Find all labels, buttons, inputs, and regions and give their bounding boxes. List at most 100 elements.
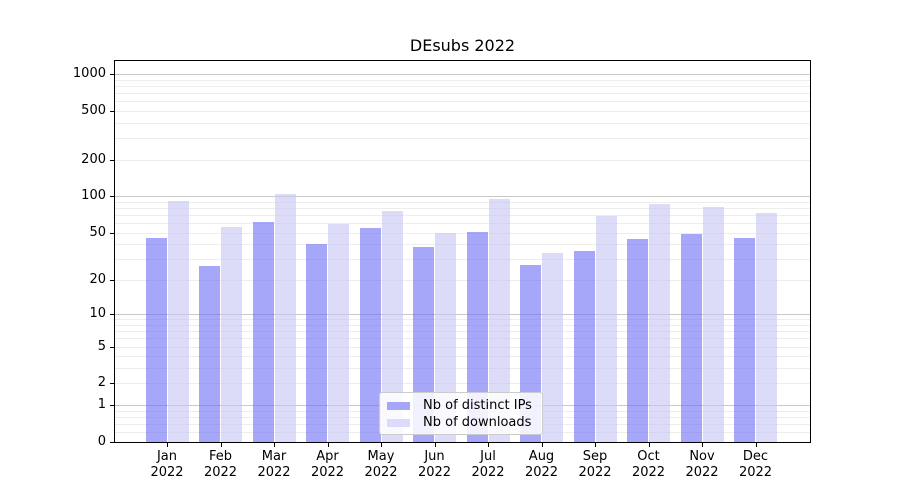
gridline-minor xyxy=(115,319,810,320)
y-tick xyxy=(110,442,114,443)
bar-downloads xyxy=(167,200,189,442)
gridline-minor xyxy=(115,215,810,216)
y-tick xyxy=(110,383,114,384)
x-tick-month: Jan xyxy=(156,449,178,464)
x-tick xyxy=(434,443,436,447)
gridline-major xyxy=(115,74,810,75)
gridline-major xyxy=(115,314,810,315)
bar-downloads xyxy=(756,213,777,442)
gridline-minor xyxy=(115,93,810,94)
gridline-minor xyxy=(115,80,810,81)
y-tick-label: 50 xyxy=(89,225,106,240)
x-tick-month: Sep xyxy=(582,449,608,464)
y-tick-label: 1000 xyxy=(72,66,106,81)
bar-downloads xyxy=(381,211,403,442)
x-tick-label: Jul 2022 xyxy=(456,449,520,481)
x-tick xyxy=(327,443,329,447)
y-tick xyxy=(110,160,114,161)
x-tick-month: Feb xyxy=(208,449,233,464)
x-tick-month: Mar xyxy=(261,449,287,464)
y-tick-label: 100 xyxy=(81,188,106,203)
x-tick-month: Jun xyxy=(424,449,445,464)
bar-distinct-ips xyxy=(306,244,327,442)
x-tick-label: Mar 2022 xyxy=(242,449,306,481)
y-tick xyxy=(110,196,114,197)
bar-distinct-ips xyxy=(466,231,488,442)
x-tick xyxy=(274,443,275,447)
bar-downloads xyxy=(221,226,242,442)
bar-distinct-ips xyxy=(199,266,220,442)
x-tick-year: 2022 xyxy=(471,465,505,480)
gridline-minor xyxy=(115,356,810,357)
legend-swatch-downloads xyxy=(387,418,410,427)
bar-downloads xyxy=(488,198,510,442)
x-tick-year: 2022 xyxy=(631,465,666,480)
bar-downloads xyxy=(595,215,617,442)
legend-item-downloads: Nb of downloads xyxy=(387,414,536,431)
bar-downloads xyxy=(435,232,456,442)
x-tick-year: 2022 xyxy=(417,465,452,480)
x-tick-year: 2022 xyxy=(310,465,345,480)
x-tick-year: 2022 xyxy=(203,465,238,480)
x-tick-label: Jun 2022 xyxy=(403,449,467,481)
x-tick xyxy=(648,443,650,447)
gridline-minor xyxy=(115,325,810,326)
x-tick-year: 2022 xyxy=(685,465,719,480)
gridline-minor xyxy=(115,259,810,260)
y-tick xyxy=(110,280,114,281)
y-tick-label: 20 xyxy=(89,272,106,287)
gridline-minor xyxy=(115,244,810,245)
bar-distinct-ips xyxy=(734,238,755,442)
y-tick xyxy=(110,111,114,112)
x-tick-year: 2022 xyxy=(150,465,184,480)
y-tick-label: 2 xyxy=(97,375,106,390)
y-tick xyxy=(110,314,114,315)
x-tick-label: Jan 2022 xyxy=(135,449,199,481)
y-tick-label: 0 xyxy=(97,434,106,449)
gridline-minor xyxy=(115,123,810,124)
x-tick-label: May 2022 xyxy=(349,449,413,481)
legend-item-distinct-ips: Nb of distinct IPs xyxy=(387,397,536,414)
x-tick xyxy=(167,443,168,447)
bar-distinct-ips xyxy=(627,239,648,442)
bar-distinct-ips xyxy=(145,238,167,442)
x-tick xyxy=(755,443,757,447)
x-tick-year: 2022 xyxy=(364,465,398,480)
x-tick-label: Sep 2022 xyxy=(563,449,627,481)
gridline-minor xyxy=(115,86,810,87)
legend-label-distinct-ips: Nb of distinct IPs xyxy=(423,398,532,413)
x-tick-month: Dec xyxy=(742,449,769,464)
bar-distinct-ips xyxy=(359,227,381,442)
gridline-minor xyxy=(115,347,810,348)
x-tick-label: Feb 2022 xyxy=(189,449,253,481)
y-tick xyxy=(110,74,114,75)
gridline-minor xyxy=(115,383,810,384)
gridline-minor xyxy=(115,280,810,281)
x-tick xyxy=(381,443,382,447)
x-tick-year: 2022 xyxy=(524,465,559,480)
x-tick-label: Aug 2022 xyxy=(510,449,574,481)
bar-distinct-ips xyxy=(252,222,274,442)
x-tick-month: Aug xyxy=(528,449,555,464)
gridline-minor xyxy=(115,202,810,203)
y-tick-label: 500 xyxy=(81,103,106,118)
x-tick-year: 2022 xyxy=(738,465,773,480)
chart-title: DEsubs 2022 xyxy=(409,36,516,55)
gridline-minor xyxy=(115,233,810,234)
gridline-minor xyxy=(115,160,810,161)
gridline-minor xyxy=(115,223,810,224)
x-tick xyxy=(488,443,489,447)
plot-area: Nb of distinct IPs Nb of downloads xyxy=(114,60,811,443)
x-tick xyxy=(220,443,222,447)
gridline-minor xyxy=(115,331,810,332)
x-tick-year: 2022 xyxy=(578,465,612,480)
bar-downloads xyxy=(702,206,724,442)
gridline-minor xyxy=(115,208,810,209)
y-tick-label: 10 xyxy=(89,306,106,321)
gridline-minor xyxy=(115,368,810,369)
x-tick-label: Dec 2022 xyxy=(724,449,788,481)
gridline-minor xyxy=(115,138,810,139)
x-tick-year: 2022 xyxy=(257,465,291,480)
bar-downloads xyxy=(328,223,349,442)
